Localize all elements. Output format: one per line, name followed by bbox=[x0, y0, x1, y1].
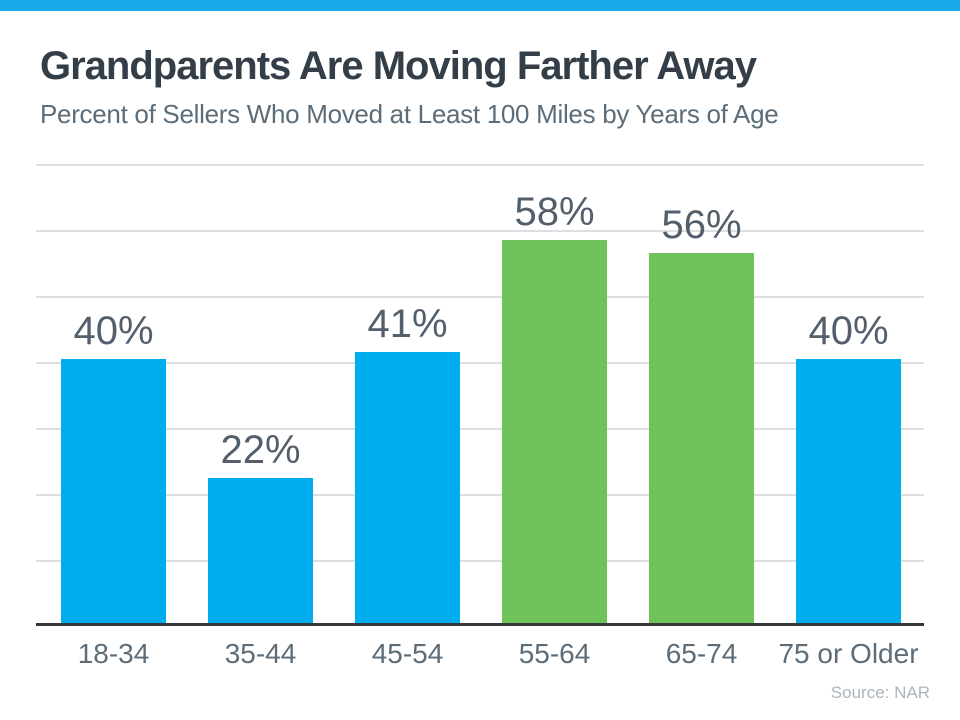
bar-35-44 bbox=[208, 477, 313, 623]
bar-45-54 bbox=[355, 352, 460, 623]
value-label-75 or Older: 40% bbox=[808, 309, 889, 353]
bar-65-74 bbox=[649, 253, 754, 623]
gridline-50 bbox=[36, 296, 924, 298]
bar-18-34 bbox=[61, 359, 166, 623]
chart-title: Grandparents Are Moving Farther Away bbox=[40, 44, 757, 88]
gridline-40 bbox=[36, 362, 924, 364]
accent-stripe bbox=[0, 0, 960, 11]
bar-chart-plot-area: 40% 22% 41% 58% 56% 40% bbox=[36, 164, 924, 626]
x-axis-labels: 18-34 35-44 45-54 55-64 65-74 75 or Older bbox=[36, 640, 924, 674]
value-label-65-74: 56% bbox=[661, 203, 742, 248]
x-axis-label-75 or Older: 75 or Older bbox=[778, 638, 919, 669]
gridline-60 bbox=[36, 230, 924, 232]
x-axis-label-35-44: 35-44 bbox=[224, 638, 297, 669]
x-axis-label-18-34: 18-34 bbox=[77, 638, 150, 669]
gridline-30 bbox=[36, 428, 924, 430]
x-axis-line bbox=[36, 623, 924, 626]
bar-55-64 bbox=[502, 240, 607, 623]
chart-subtitle: Percent of Sellers Who Moved at Least 10… bbox=[40, 99, 779, 129]
bar-75 or Older bbox=[796, 359, 901, 623]
gridline-70 bbox=[36, 164, 924, 166]
x-axis-label-55-64: 55-64 bbox=[518, 638, 591, 669]
value-label-55-64: 58% bbox=[514, 190, 595, 235]
value-label-45-54: 41% bbox=[367, 302, 448, 347]
gridline-10 bbox=[36, 560, 924, 562]
x-axis-label-65-74: 65-74 bbox=[665, 638, 738, 669]
x-axis-label-45-54: 45-54 bbox=[371, 638, 444, 669]
source-attribution: Source: NAR bbox=[830, 683, 930, 702]
value-label-18-34: 40% bbox=[73, 309, 154, 353]
value-label-35-44: 22% bbox=[220, 427, 301, 472]
gridline-20 bbox=[36, 494, 924, 496]
